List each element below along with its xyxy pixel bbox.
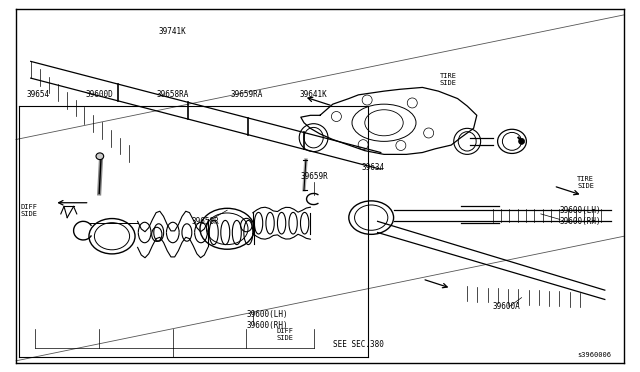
Text: 39634: 39634	[362, 163, 385, 172]
Text: 39600A: 39600A	[493, 302, 520, 311]
Text: 39600D: 39600D	[85, 90, 113, 99]
Text: 39654: 39654	[27, 90, 50, 99]
Text: 39659R: 39659R	[301, 172, 328, 181]
Text: SEE SEC.380: SEE SEC.380	[333, 340, 383, 349]
Text: 39600(RH): 39600(RH)	[560, 217, 602, 226]
Text: 39600(RH): 39600(RH)	[246, 321, 288, 330]
Ellipse shape	[96, 153, 104, 160]
Text: 39741K: 39741K	[159, 27, 187, 36]
Text: 39600(LH): 39600(LH)	[246, 310, 288, 319]
Text: 39658R: 39658R	[192, 217, 220, 226]
Text: TIRE
SIDE: TIRE SIDE	[440, 74, 456, 86]
Text: DIFF
SIDE: DIFF SIDE	[276, 328, 293, 341]
Text: DIFF
SIDE: DIFF SIDE	[20, 204, 37, 217]
Circle shape	[518, 138, 525, 144]
Text: 39600(LH): 39600(LH)	[560, 206, 602, 215]
Text: 39658RA: 39658RA	[157, 90, 189, 99]
Text: s3960006: s3960006	[577, 352, 611, 358]
Text: 39659RA: 39659RA	[230, 90, 262, 99]
Text: 39641K: 39641K	[300, 90, 328, 99]
Text: TIRE
SIDE: TIRE SIDE	[577, 176, 594, 189]
